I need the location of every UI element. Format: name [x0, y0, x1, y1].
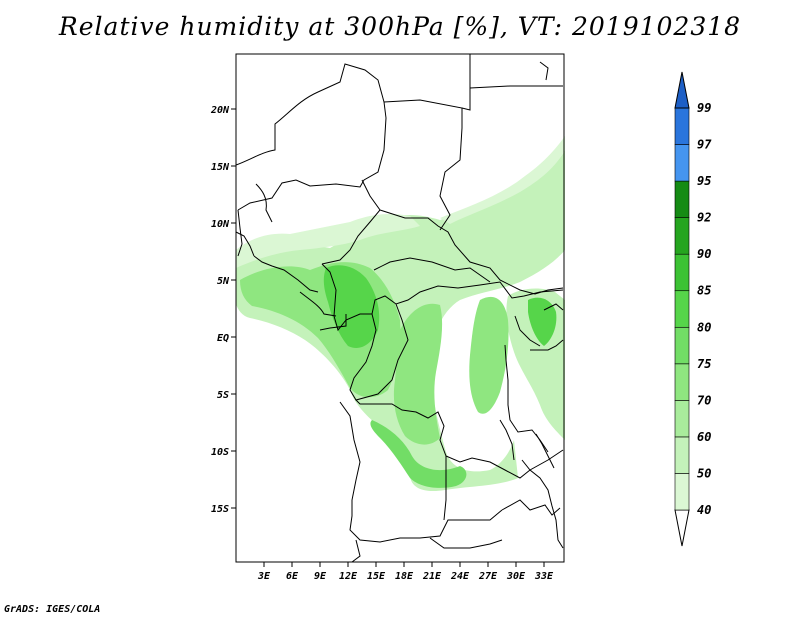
longitude-axis: 3E 6E 9E 12E 15E 18E 21E 24E 27E 30E 33E [257, 562, 554, 582]
humidity-core-east [469, 296, 509, 414]
map-frame [235, 53, 565, 563]
colorbar-swatch [674, 180, 690, 218]
humidity-area-gulf [236, 150, 565, 492]
colorbar-label: 40 [697, 503, 711, 517]
latitude-axis: 20N 15N 10N 5N EQ 5S 10S 15S [210, 105, 236, 515]
lon-label-3e: 3E [257, 571, 271, 582]
chart-title: Relative humidity at 300hPa [%], VT: 201… [58, 12, 742, 41]
colorbar-label: 99 [697, 101, 711, 115]
colorbar-swatch [674, 107, 690, 145]
colorbar-lower-triangle [674, 509, 690, 547]
colorbar-swatch [674, 436, 690, 474]
colorbar: 40 50 60 70 75 80 85 90 92 95 97 99 [674, 71, 712, 547]
lat-label-10s: 10S [211, 447, 229, 458]
colorbar-upper-triangle [674, 71, 690, 109]
humidity-core-south [370, 420, 467, 488]
lat-label-15n: 15N [211, 162, 230, 173]
colorbar-swatch [674, 253, 690, 292]
credit-label: GrADS: IGES/COLA [4, 604, 101, 615]
colorbar-swatch [674, 363, 690, 401]
lat-label-5n: 5N [217, 276, 230, 287]
lon-label-6e: 6E [286, 571, 299, 582]
lon-label-9e: 9E [314, 571, 327, 582]
colorbar-label: 60 [697, 430, 711, 444]
humidity-core-central [393, 303, 443, 445]
humidity-area-sahel [236, 214, 420, 268]
country-borders [235, 54, 564, 563]
humidity-core-rift [528, 297, 557, 346]
colorbar-label: 85 [697, 284, 711, 298]
lat-label-10n: 10N [211, 219, 230, 230]
colorbar-swatch [674, 400, 690, 438]
colorbar-label: 50 [697, 466, 711, 480]
colorbar-label: 80 [697, 320, 711, 334]
colorbar-label: 95 [697, 174, 711, 188]
lon-label-21e: 21E [422, 571, 442, 582]
colorbar-label: 90 [697, 247, 711, 261]
lat-label-20n: 20N [210, 105, 230, 116]
colorbar-label: 92 [697, 211, 711, 225]
colorbar-swatch [674, 326, 690, 365]
colorbar-label: 97 [697, 138, 712, 152]
colorbar-swatch [674, 290, 690, 328]
lon-label-12e: 12E [339, 571, 358, 582]
colorbar-swatch [674, 473, 690, 511]
lon-label-24e: 24E [450, 571, 470, 582]
colorbar-label: 70 [697, 393, 711, 407]
lat-label-eq: EQ [217, 333, 229, 344]
colorbar-label: 75 [697, 357, 711, 371]
lon-label-27e: 27E [478, 571, 498, 582]
lat-label-5s: 5S [217, 390, 229, 401]
humidity-shading [236, 136, 565, 492]
lon-label-33e: 33E [534, 571, 554, 582]
lon-label-30e: 30E [506, 571, 526, 582]
lon-label-18e: 18E [395, 571, 414, 582]
colorbar-swatch [674, 217, 690, 255]
colorbar-swatch [674, 144, 690, 182]
lon-label-15e: 15E [367, 571, 386, 582]
lat-label-15s: 15S [211, 504, 229, 515]
humidity-area-east [440, 136, 565, 224]
